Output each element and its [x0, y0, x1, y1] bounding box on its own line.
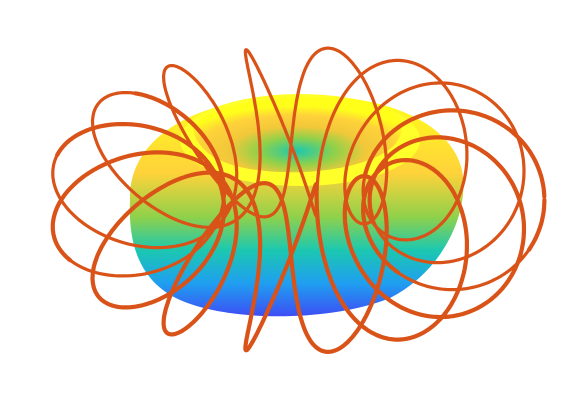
knot-segment-front: [50, 135, 527, 354]
knot-segment-back: [90, 48, 469, 242]
knot-segment-front: [526, 197, 547, 252]
knot-segment-front: [55, 122, 469, 353]
knot-segment-front: [362, 108, 547, 199]
knot-segment-back: [51, 46, 526, 265]
knot-segment-back: [396, 248, 531, 292]
torus-knot-front: [50, 91, 547, 354]
